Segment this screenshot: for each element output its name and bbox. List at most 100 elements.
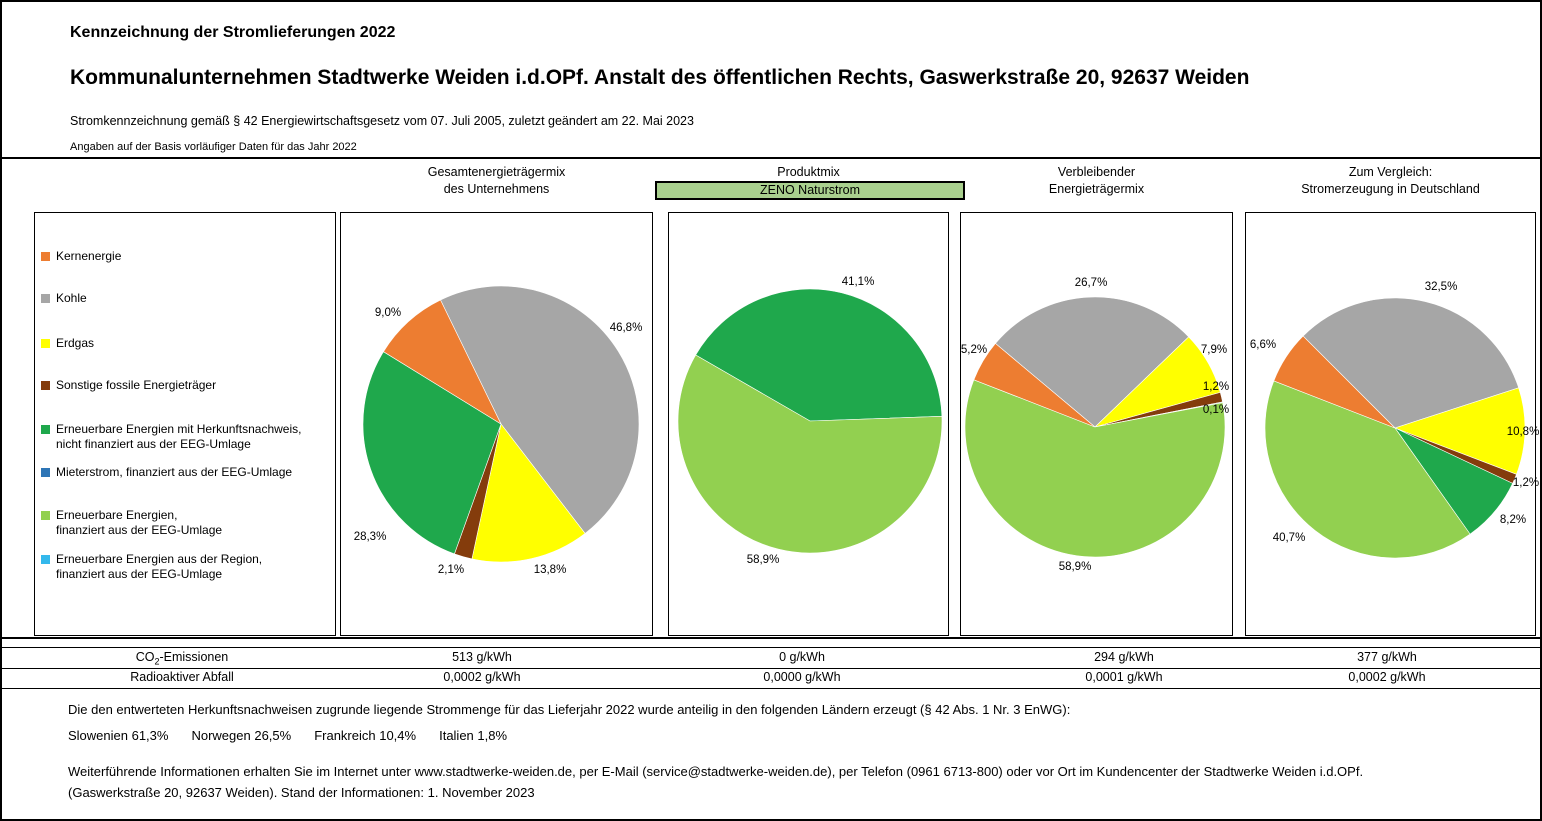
legend-label: Erneuerbare Energien, finanziert aus der … bbox=[56, 508, 223, 537]
pie-label-ern_eeg: 58,9% bbox=[1058, 561, 1092, 573]
country-share: Slowenien 61,3% bbox=[68, 728, 169, 743]
product-name-box: ZENO Naturstrom bbox=[655, 181, 965, 200]
legend-item-ern_eeg: Erneuerbare Energien, finanziert aus der … bbox=[41, 508, 331, 538]
pie-chart-vergleich-deutschland: 32,5% 10,8% 1,2% 8,2% 40,7% 6,6% bbox=[1245, 212, 1540, 636]
further-info-line1: Weiterführende Informationen erhalten Si… bbox=[68, 764, 1364, 779]
legend-item-ern_hkn: Erneuerbare Energien mit Herkunftsnachwe… bbox=[41, 422, 331, 452]
pie-label-sonstige: 1,2% bbox=[1202, 381, 1230, 393]
table-row-divider bbox=[2, 667, 1540, 669]
legend-item-ern_region: Erneuerbare Energien aus der Region, fina… bbox=[41, 552, 331, 582]
chart-band: Gesamtenergieträgermix des Unternehmens … bbox=[2, 157, 1540, 639]
pie-label-ern_hkn: 41,1% bbox=[841, 276, 875, 288]
pie-label-kohle: 26,7% bbox=[1074, 277, 1108, 289]
pie-label-erdgas: 7,9% bbox=[1200, 344, 1228, 356]
further-info-paragraph: Weiterführende Informationen erhalten Si… bbox=[68, 761, 1518, 803]
legend-label: Erneuerbare Energien aus der Region, fina… bbox=[56, 552, 263, 581]
pie-label-erdgas: 10,8% bbox=[1506, 426, 1540, 438]
pie-label-ern_hkn: 28,3% bbox=[353, 531, 387, 543]
pie-slice-ern_eeg bbox=[677, 354, 943, 554]
legend-swatch-icon bbox=[41, 294, 50, 303]
column-header-line1: Produktmix bbox=[777, 165, 840, 179]
table-row-co2: CO2-Emissionen 513 g/kWh 0 g/kWh 294 g/k… bbox=[2, 648, 1540, 668]
country-share: Frankreich 10,4% bbox=[314, 728, 417, 743]
pie-label-sonstige: 1,2% bbox=[1512, 477, 1540, 489]
column-header-line1: Gesamtenergieträgermix bbox=[427, 165, 566, 179]
legend-label: Erdgas bbox=[56, 336, 95, 350]
table-row-radioactive: Radioaktiver Abfall 0,0002 g/kWh 0,0000 … bbox=[2, 668, 1540, 688]
column-header-gesamtmix: Gesamtenergieträgermix des Unternehmens bbox=[340, 164, 653, 198]
column-header-line2: des Unternehmens bbox=[443, 182, 550, 196]
pie-slice-kohle bbox=[440, 285, 640, 534]
column-header-vergleich-deutschland: Zum Vergleich: Stromerzeugung in Deutsch… bbox=[1245, 164, 1536, 198]
pie-chart-produktmix: 41,1% 58,9% bbox=[668, 212, 949, 636]
pie-slice-erdgas bbox=[471, 423, 586, 563]
pie-slice-ern_eeg bbox=[1264, 380, 1471, 559]
pie-slice-kernenergie bbox=[973, 343, 1096, 428]
pie-label-kohle: 46,8% bbox=[609, 322, 643, 334]
pie-label-ern_eeg: 58,9% bbox=[746, 554, 780, 566]
pie-slice-kohle bbox=[994, 296, 1190, 428]
co2-value-verbleibender-mix: 294 g/kWh bbox=[1094, 650, 1154, 664]
row-label-co2: CO2-Emissionen bbox=[135, 650, 229, 667]
radioactive-value-produktmix: 0,0000 g/kWh bbox=[763, 670, 841, 684]
pie-label-kernenergie: 5,2% bbox=[960, 344, 988, 356]
document-title: Kennzeichnung der Stromlieferungen 2022 bbox=[70, 24, 396, 41]
legend-box: Kernenergie Kohle Erdgas Sonstige fossile E… bbox=[34, 212, 336, 636]
country-share: Italien 1,8% bbox=[439, 728, 508, 743]
pie-label-kernenergie: 9,0% bbox=[374, 307, 402, 319]
legend-item-sonstige: Sonstige fossile Energieträger bbox=[41, 378, 331, 393]
legend-item-mieterstrom: Mieterstrom, finanziert aus der EEG-Umla… bbox=[41, 465, 331, 480]
pie-slice-kernenergie bbox=[1273, 335, 1396, 429]
company-title: Kommunalunternehmen Stadtwerke Weiden i.… bbox=[70, 66, 1250, 89]
legend-label: Kernenergie bbox=[56, 249, 122, 263]
legend-label: Erneuerbare Energien mit Herkunftsnachwe… bbox=[56, 422, 302, 451]
pie-label-ern_hkn: 8,2% bbox=[1499, 514, 1527, 526]
pie-slice-kohle bbox=[1302, 297, 1520, 429]
legend-swatch-icon bbox=[41, 511, 50, 520]
column-header-line2: Energieträgermix bbox=[1048, 182, 1145, 196]
column-header-produktmix: Produktmix bbox=[668, 164, 949, 181]
countries-share-line: Slowenien 61,3% Norwegen 26,5% Frankreich … bbox=[68, 728, 1518, 743]
countries-intro-text: Die den entwerteten Herkunftsnachweisen … bbox=[68, 702, 1071, 717]
legend-swatch-icon bbox=[41, 339, 50, 348]
pie-slice-ern_eeg bbox=[964, 379, 1226, 558]
legend-swatch-icon bbox=[41, 381, 50, 390]
legend-swatch-icon bbox=[41, 425, 50, 434]
radioactive-value-deutschland: 0,0002 g/kWh bbox=[1348, 670, 1426, 684]
co2-value-gesamtmix: 513 g/kWh bbox=[452, 650, 512, 664]
row-label-radioactive: Radioaktiver Abfall bbox=[130, 670, 234, 684]
pie-svg bbox=[1264, 297, 1526, 559]
pie-chart-verbleibender-mix: 26,7% 7,9% 1,2% 0,1% 58,9% 5,2% bbox=[960, 212, 1233, 636]
pie-slice-kernenergie bbox=[383, 299, 502, 425]
pie-label-kernenergie: 6,6% bbox=[1249, 339, 1277, 351]
co2-value-deutschland: 377 g/kWh bbox=[1357, 650, 1417, 664]
legend-item-kernenergie: Kernenergie bbox=[41, 249, 331, 264]
column-header-verbleibender-mix: Verbleibender Energieträgermix bbox=[960, 164, 1233, 198]
legend-item-erdgas: Erdgas bbox=[41, 336, 331, 351]
column-header-line2: Stromerzeugung in Deutschland bbox=[1301, 182, 1480, 196]
emissions-table: CO2-Emissionen 513 g/kWh 0 g/kWh 294 g/k… bbox=[2, 647, 1540, 689]
pie-slice-ern_hkn bbox=[362, 351, 502, 555]
radioactive-value-verbleibender-mix: 0,0001 g/kWh bbox=[1085, 670, 1163, 684]
further-info-line2: (Gaswerkstraße 20, 92637 Weiden). Stand … bbox=[68, 785, 535, 800]
column-header-line1: Zum Vergleich: bbox=[1348, 165, 1433, 179]
pie-slice-erdgas bbox=[1394, 387, 1526, 475]
country-share: Norwegen 26,5% bbox=[191, 728, 292, 743]
pie-svg bbox=[677, 288, 943, 554]
legend-swatch-icon bbox=[41, 252, 50, 261]
pie-slice-ern_hkn bbox=[695, 288, 943, 422]
pie-label-ern_hkn: 0,1% bbox=[1202, 404, 1230, 416]
legend-label: Kohle bbox=[56, 291, 87, 305]
column-header-line1: Verbleibender bbox=[1057, 165, 1136, 179]
legend-label: Sonstige fossile Energieträger bbox=[56, 378, 217, 392]
pie-label-ern_eeg: 40,7% bbox=[1272, 532, 1306, 544]
preliminary-data-note: Angaben auf der Basis vorläufiger Daten … bbox=[70, 141, 357, 153]
legend-label: Mieterstrom, finanziert aus der EEG-Umla… bbox=[56, 465, 293, 479]
pie-label-erdgas: 13,8% bbox=[533, 564, 567, 576]
pie-label-sonstige: 2,1% bbox=[437, 564, 465, 576]
radioactive-value-gesamtmix: 0,0002 g/kWh bbox=[443, 670, 521, 684]
pie-svg bbox=[964, 296, 1226, 558]
legal-subtitle: Stromkennzeichnung gemäß § 42 Energiewir… bbox=[70, 114, 694, 128]
legend-swatch-icon bbox=[41, 555, 50, 564]
